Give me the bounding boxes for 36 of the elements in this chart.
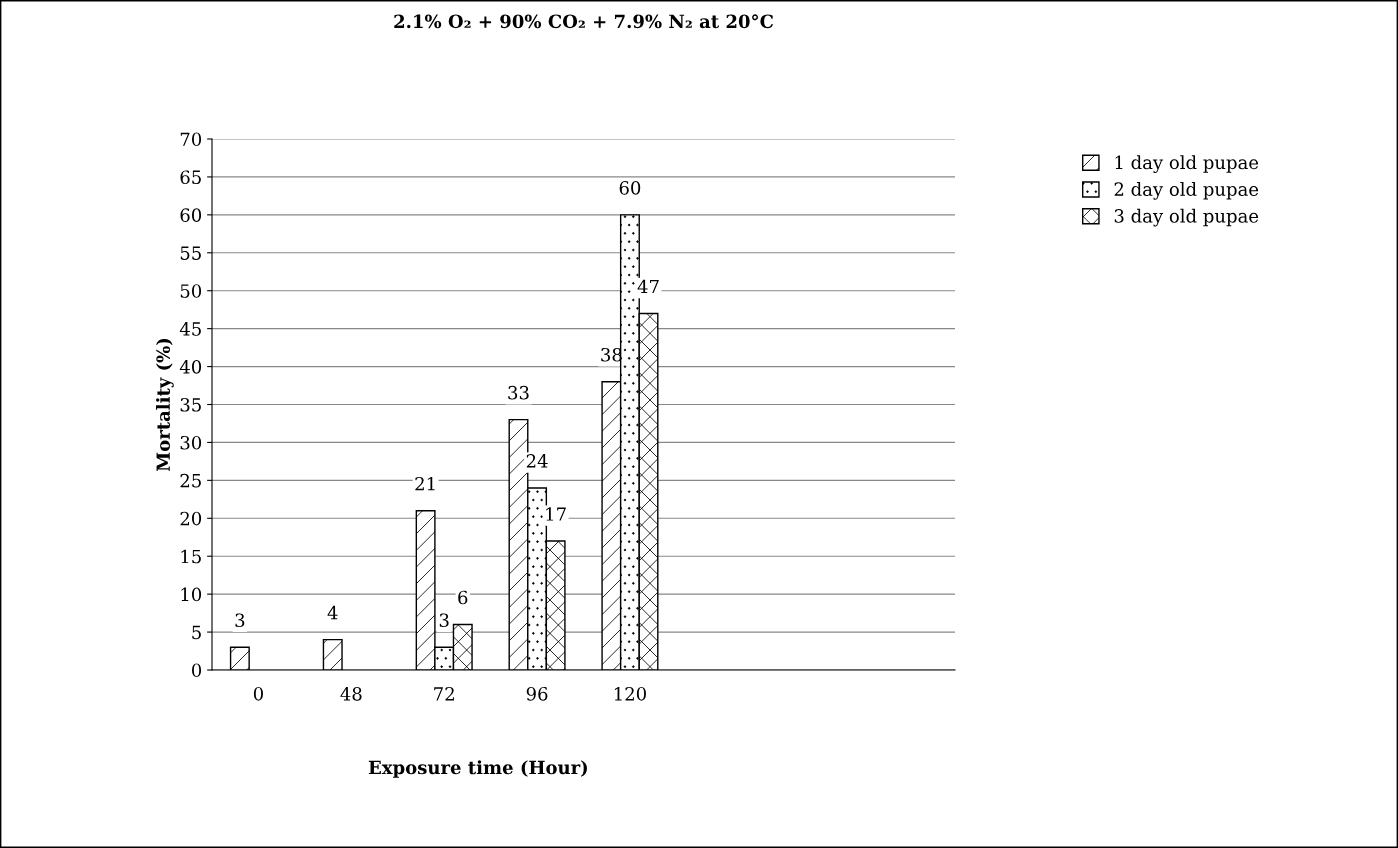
data-label: 33	[508, 385, 529, 400]
y-tick-label: 60	[180, 208, 202, 222]
y-tick-label: 20	[180, 511, 202, 526]
chart-title: 2.1% O₂ + 90% CO₂ + 7.9% N₂ at 20°C	[394, 14, 774, 29]
legend-label: 1 day old pupae	[1115, 155, 1259, 173]
x-tick-label: 96	[526, 686, 548, 701]
y-tick-label: 10	[181, 587, 202, 602]
x-tick-label: 0	[253, 686, 263, 701]
legend-label: 3 day old pupae	[1114, 208, 1259, 227]
y-tick-label: 5	[192, 625, 201, 640]
y-tick-label: 70	[180, 132, 202, 147]
y-tick-label: 65	[180, 170, 201, 185]
x-tick-label: 120	[614, 686, 646, 701]
data-label: 6	[458, 590, 468, 605]
data-label: 3	[439, 613, 449, 628]
legend-label: 2 day old pupae	[1114, 182, 1259, 200]
x-tick-label: 48	[340, 686, 362, 701]
data-label: 17	[546, 507, 566, 521]
y-tick-label: 0	[191, 663, 202, 678]
data-label: 60	[619, 181, 641, 195]
y-tick-label: 40	[179, 360, 202, 374]
data-label: 47	[637, 279, 659, 294]
y-tick-label: 35	[180, 397, 201, 412]
y-tick-label: 25	[180, 473, 201, 488]
x-tick-label: 72	[434, 686, 454, 701]
y-tick-label: 15	[181, 549, 201, 564]
y-tick-label: 55	[180, 246, 201, 260]
data-label: 21	[415, 476, 435, 491]
y-tick-label: 45	[179, 322, 201, 336]
data-label: 3	[235, 613, 245, 628]
x-axis-title: Exposure time (Hour)	[368, 760, 587, 778]
y-axis-title: Mortality (%)	[156, 338, 174, 472]
data-label: 4	[327, 605, 338, 620]
y-tick-label: 50	[180, 284, 202, 298]
data-label: 24	[526, 454, 548, 468]
y-tick-label: 30	[180, 435, 202, 450]
